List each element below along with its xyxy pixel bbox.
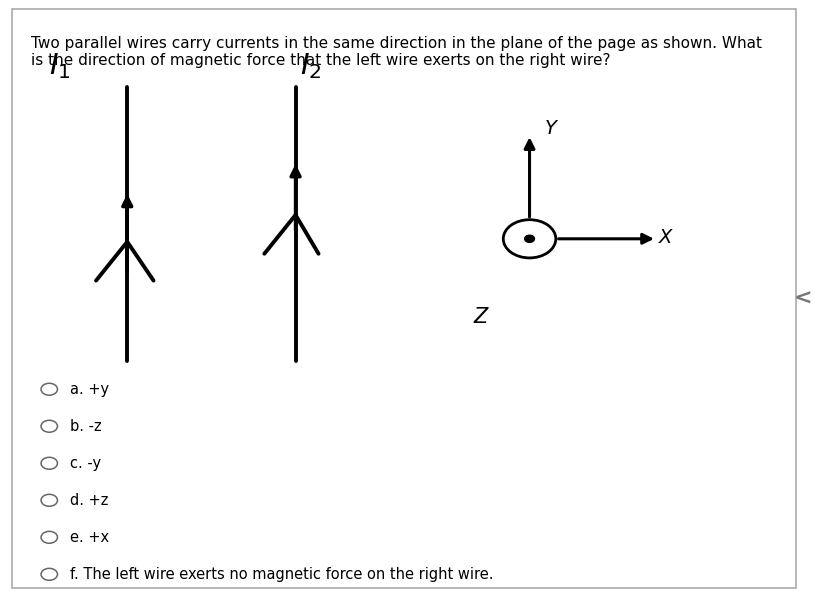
- Text: X: X: [659, 228, 672, 247]
- Text: Z: Z: [474, 307, 488, 328]
- Circle shape: [503, 220, 556, 258]
- Text: <: <: [794, 288, 812, 309]
- Text: Two parallel wires carry currents in the same direction in the plane of the page: Two parallel wires carry currents in the…: [31, 36, 762, 68]
- Text: f. The left wire exerts no magnetic force on the right wire.: f. The left wire exerts no magnetic forc…: [70, 567, 493, 582]
- Text: $I_2$: $I_2$: [300, 51, 321, 81]
- Text: $I_1$: $I_1$: [49, 51, 71, 81]
- Text: d. +z: d. +z: [70, 493, 108, 508]
- Text: a. +y: a. +y: [70, 381, 109, 397]
- Text: b. -z: b. -z: [70, 418, 102, 434]
- Text: c. -y: c. -y: [70, 456, 101, 471]
- Circle shape: [525, 235, 534, 242]
- Text: e. +x: e. +x: [70, 530, 109, 545]
- Text: Y: Y: [544, 119, 556, 138]
